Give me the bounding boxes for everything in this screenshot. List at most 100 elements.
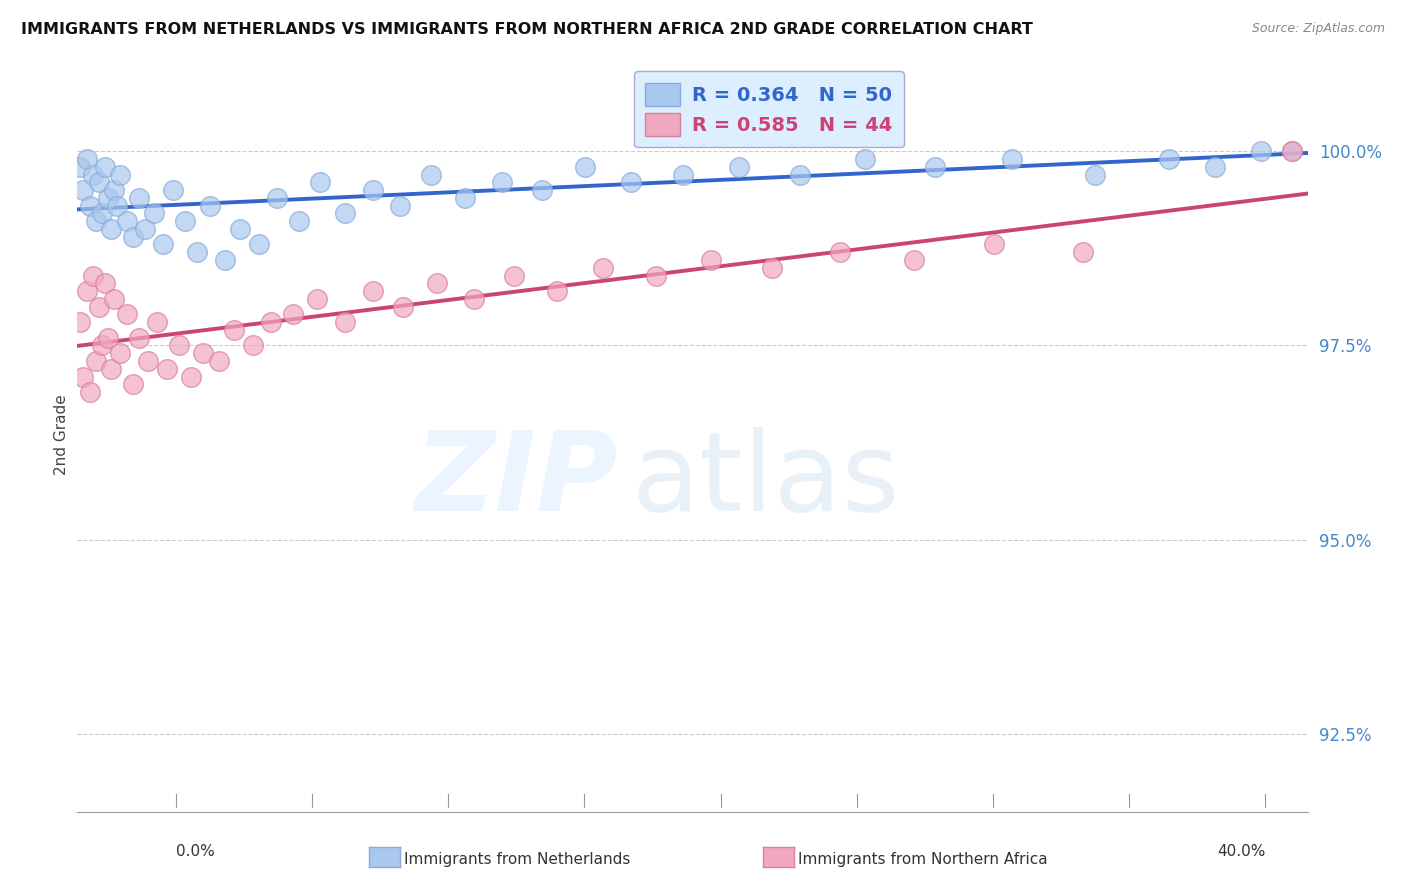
Point (420, 168, 443, 182)
Point (76, 152, 98, 166)
Point (87, 175, 110, 189)
Point (503, 268, 526, 283)
Point (146, 315, 169, 329)
Point (546, 284, 568, 298)
Point (224, 323, 246, 337)
Point (309, 175, 332, 189)
Point (103, 292, 125, 306)
Point (69, 315, 91, 329)
Point (260, 315, 283, 329)
Point (193, 346, 215, 360)
Point (110, 346, 132, 360)
Point (128, 331, 150, 345)
Point (110, 168, 132, 182)
Point (69, 160, 91, 174)
Point (186, 245, 208, 260)
Point (143, 206, 166, 220)
Point (903, 252, 925, 267)
Point (76, 284, 98, 298)
Point (333, 206, 356, 220)
Point (87, 300, 110, 314)
Point (491, 175, 513, 189)
Point (1084, 168, 1107, 182)
Point (128, 191, 150, 205)
Point (574, 160, 596, 174)
Point (103, 183, 125, 197)
Point (97, 331, 120, 345)
Point (134, 222, 156, 236)
Point (121, 377, 143, 392)
Point (761, 260, 783, 275)
Point (1281, 145, 1303, 159)
Point (94, 160, 117, 174)
Text: Immigrants from Northern Africa: Immigrants from Northern Africa (799, 853, 1047, 867)
Point (1001, 152, 1024, 166)
Point (115, 214, 138, 228)
Point (90, 206, 114, 220)
Point (983, 237, 1005, 252)
Point (1071, 245, 1094, 260)
Point (361, 284, 384, 298)
Point (392, 300, 415, 314)
Point (1250, 145, 1272, 159)
Point (333, 315, 356, 329)
Point (592, 260, 614, 275)
Text: IMMIGRANTS FROM NETHERLANDS VS IMMIGRANTS FROM NORTHERN AFRICA 2ND GRADE CORRELA: IMMIGRANTS FROM NETHERLANDS VS IMMIGRANT… (21, 22, 1033, 37)
Point (924, 160, 946, 174)
Point (100, 361, 122, 376)
Point (94, 277, 117, 291)
Point (281, 307, 304, 321)
Point (155, 361, 177, 376)
Point (115, 307, 138, 321)
Point (208, 354, 231, 368)
Point (361, 183, 384, 197)
Point (82, 168, 104, 182)
Point (1281, 145, 1303, 159)
Point (72, 369, 94, 384)
Point (79, 199, 101, 213)
Point (853, 152, 876, 166)
Point (530, 183, 553, 197)
Point (97, 191, 120, 205)
Point (727, 160, 749, 174)
Point (307, 292, 329, 306)
Point (180, 369, 202, 384)
Text: ZIP: ZIP (415, 426, 619, 533)
Point (167, 338, 190, 352)
Point (72, 183, 94, 197)
Point (136, 354, 159, 368)
Point (174, 214, 197, 228)
Point (121, 229, 143, 244)
Point (100, 222, 122, 236)
Point (198, 199, 221, 213)
Point (82, 268, 104, 283)
Text: 0.0%: 0.0% (176, 845, 215, 859)
Point (105, 199, 128, 213)
Point (672, 168, 695, 182)
Point (463, 292, 485, 306)
Text: Source: ZipAtlas.com: Source: ZipAtlas.com (1251, 22, 1385, 36)
Point (242, 338, 264, 352)
Point (79, 385, 101, 400)
Text: atlas: atlas (631, 426, 900, 533)
Point (152, 237, 174, 252)
Text: Immigrants from Netherlands: Immigrants from Netherlands (405, 853, 631, 867)
Point (162, 183, 184, 197)
Point (620, 175, 643, 189)
Point (700, 252, 723, 267)
Point (84, 354, 107, 368)
Point (830, 245, 852, 260)
Point (1204, 160, 1226, 174)
Text: 40.0%: 40.0% (1218, 845, 1265, 859)
Point (389, 199, 412, 213)
Point (84, 214, 107, 228)
Point (247, 237, 270, 252)
Point (789, 168, 811, 182)
Y-axis label: 2nd Grade: 2nd Grade (53, 394, 69, 475)
Point (288, 214, 311, 228)
Legend: R = 0.364   N = 50, R = 0.585   N = 44: R = 0.364 N = 50, R = 0.585 N = 44 (634, 71, 904, 147)
Point (426, 277, 449, 291)
Point (90, 338, 114, 352)
Point (1159, 152, 1181, 166)
Point (229, 222, 252, 236)
